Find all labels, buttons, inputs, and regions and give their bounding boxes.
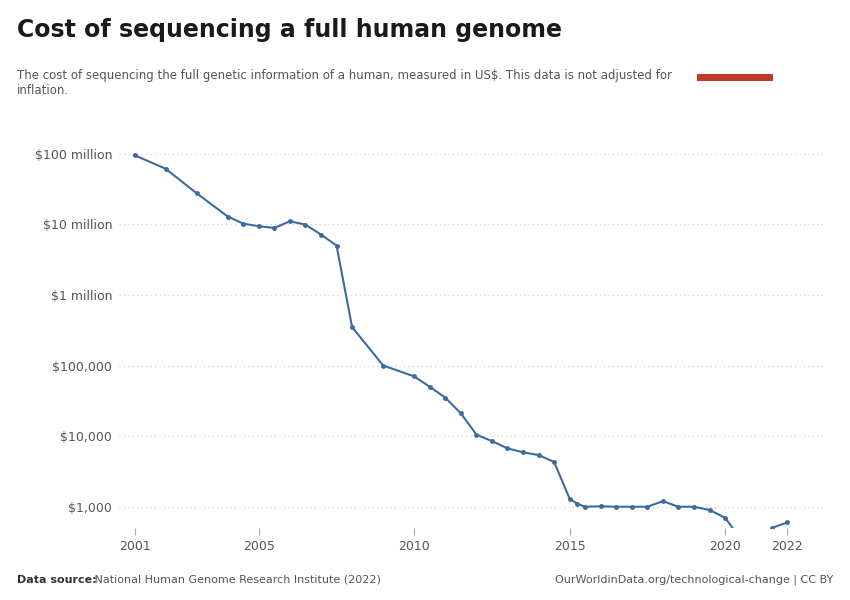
Text: The cost of sequencing the full genetic information of a human, measured in US$.: The cost of sequencing the full genetic …	[17, 69, 672, 97]
Text: OurWorldinData.org/technological-change | CC BY: OurWorldinData.org/technological-change …	[555, 575, 833, 585]
Text: Data source:: Data source:	[17, 575, 97, 585]
Text: Our World: Our World	[707, 28, 763, 38]
Text: in Data: in Data	[716, 48, 755, 58]
Bar	[697, 74, 774, 81]
Text: National Human Genome Research Institute (2022): National Human Genome Research Institute…	[91, 575, 381, 585]
Text: Cost of sequencing a full human genome: Cost of sequencing a full human genome	[17, 18, 562, 42]
